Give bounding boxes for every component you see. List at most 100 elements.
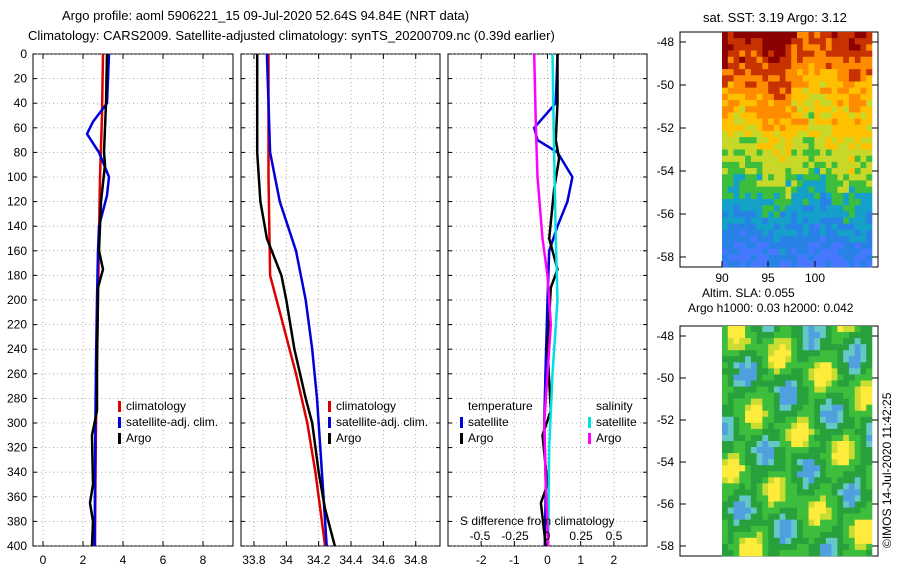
map-cell — [802, 459, 809, 466]
map-cell — [837, 217, 844, 225]
map-cell — [860, 531, 867, 539]
map-cell — [727, 338, 734, 345]
map-cell — [831, 217, 838, 225]
map-cell — [768, 236, 775, 243]
map-cell — [837, 422, 844, 430]
map-y-tick-label: -54 — [657, 455, 675, 469]
map-cell — [722, 362, 729, 369]
map-cell — [773, 525, 780, 533]
map-cell — [814, 260, 821, 268]
map-cell — [779, 422, 786, 430]
map-cell — [797, 137, 804, 144]
map-cell — [785, 168, 792, 175]
map-cell — [768, 447, 775, 454]
map-cell — [768, 471, 775, 478]
map-cell — [802, 93, 809, 101]
map-cell — [768, 495, 775, 502]
map-cell — [762, 236, 769, 243]
map-cell — [848, 93, 855, 101]
map-cell — [808, 483, 815, 490]
map-cell — [733, 236, 740, 243]
map-cell — [768, 168, 775, 175]
map-cell — [733, 229, 740, 237]
map-cell — [825, 130, 832, 138]
map-cell — [808, 404, 815, 412]
x-tick-label: 4 — [120, 553, 127, 567]
map-cell — [727, 124, 734, 132]
map-cell — [866, 434, 873, 442]
map-cell — [750, 56, 757, 64]
map-cell — [768, 93, 775, 101]
map-cell — [860, 161, 867, 169]
map-cell — [773, 192, 780, 200]
map-cell — [837, 471, 844, 478]
map-cell — [814, 81, 821, 88]
map-cell — [727, 254, 734, 262]
map-cell — [854, 161, 861, 169]
map-cell — [820, 422, 827, 430]
map-cell — [756, 168, 763, 175]
map-cell — [762, 211, 769, 218]
map-cell — [762, 168, 769, 175]
map-cell — [773, 465, 780, 472]
map-cell — [837, 236, 844, 243]
map-cell — [825, 143, 832, 150]
map-cell — [727, 50, 734, 58]
map-cell — [843, 242, 850, 249]
map-cell — [756, 453, 763, 460]
map-cell — [843, 100, 850, 107]
map-cell — [779, 254, 786, 262]
map-cell — [791, 186, 798, 194]
map-cell — [802, 217, 809, 225]
depth-tick-label: 120 — [7, 195, 27, 209]
map-cell — [733, 543, 740, 551]
map-cell — [808, 56, 815, 64]
map-cell — [762, 434, 769, 442]
map-cell — [768, 386, 775, 393]
s-difference-tick-label: 0 — [544, 529, 551, 543]
map-cell — [739, 338, 746, 345]
map-cell — [773, 471, 780, 478]
map-cell — [860, 501, 867, 508]
map-cell — [802, 483, 809, 490]
map-cell — [814, 416, 821, 424]
map-cell — [750, 471, 757, 478]
salinity-panel: 33.8 34 34.2 34.4 34.6 34.8 — [240, 53, 441, 567]
map-cell — [750, 62, 757, 70]
map-cell — [808, 242, 815, 249]
map-cell — [854, 507, 861, 514]
map-cell — [739, 217, 746, 225]
map-cell — [733, 50, 740, 58]
map-cell — [727, 223, 734, 231]
map-cell — [825, 32, 832, 39]
map-cell — [745, 161, 752, 169]
map-cell — [779, 537, 786, 545]
map-cell — [843, 501, 850, 508]
map-cell — [722, 350, 729, 357]
map-cell — [756, 56, 763, 64]
map-cell — [848, 483, 855, 490]
map-cell — [860, 69, 867, 76]
map-cell — [843, 168, 850, 175]
map-cell — [722, 501, 729, 508]
map-cell — [779, 242, 786, 249]
map-cell — [779, 32, 786, 39]
map-cell — [808, 501, 815, 508]
map-cell — [773, 229, 780, 237]
map-cell — [825, 338, 832, 345]
map-cell — [785, 93, 792, 101]
map-cell — [750, 483, 757, 490]
sla-map-title-1: Altim. SLA: 0.055 — [702, 286, 795, 300]
map-cell — [866, 453, 873, 460]
map-cell — [722, 447, 729, 454]
map-cell — [854, 471, 861, 478]
map-cell — [802, 338, 809, 345]
map-cell — [825, 453, 832, 460]
map-cell — [808, 537, 815, 545]
depth-tick-label: 360 — [7, 490, 27, 504]
map-cell — [779, 112, 786, 119]
map-cell — [762, 368, 769, 375]
map-cell — [773, 198, 780, 206]
map-cell — [733, 356, 740, 363]
map-cell — [814, 495, 821, 502]
